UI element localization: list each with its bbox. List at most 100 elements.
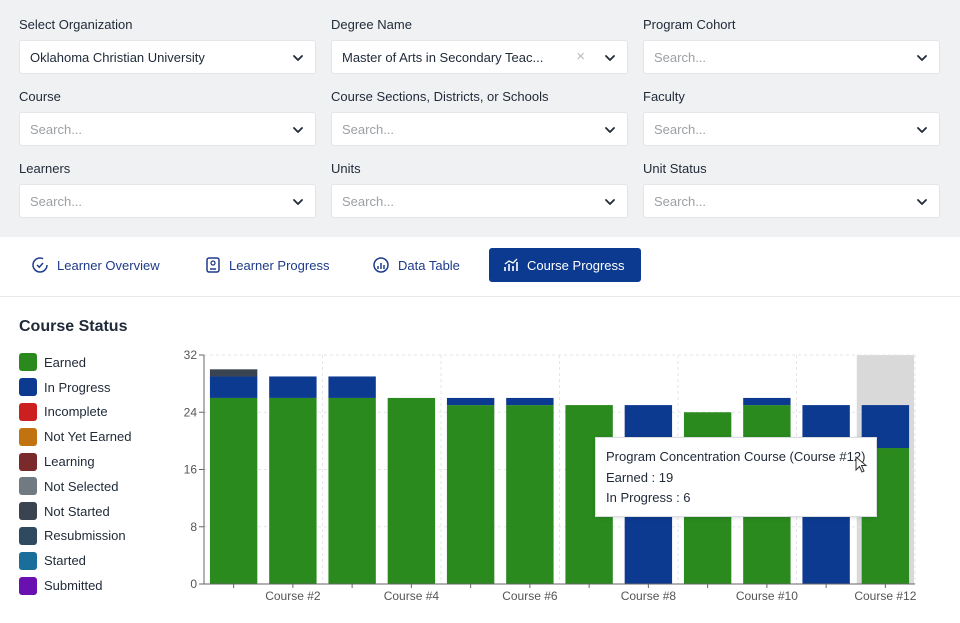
legend-swatch: [19, 526, 37, 545]
bar-segment: [269, 376, 317, 398]
filter-1: Degree Name Master of Arts in Secondary T…: [331, 16, 628, 74]
filter-label: Units: [331, 161, 361, 176]
legend-label: Started: [44, 553, 86, 569]
filter-8: Unit Status Search...: [643, 160, 940, 218]
legend-label: Submitted: [44, 578, 103, 594]
chevron-down-icon[interactable]: [291, 123, 305, 137]
legend-swatch: [19, 427, 37, 446]
tooltip-in-progress: In Progress : 6: [606, 490, 691, 505]
chevron-down-icon[interactable]: [603, 123, 617, 137]
filter-label: Course: [19, 89, 61, 104]
filter-2: Program Cohort Search...: [643, 16, 940, 74]
bar-segment: [209, 376, 258, 398]
chevron-down-icon[interactable]: [603, 195, 617, 209]
filter-select[interactable]: Oklahoma Christian University: [19, 40, 316, 74]
tab-data-table[interactable]: Data Table: [372, 248, 460, 282]
clear-icon[interactable]: ×: [576, 48, 585, 65]
tab-course-progress[interactable]: Course Progress: [489, 248, 641, 282]
legend-swatch: [19, 452, 37, 471]
legend-item[interactable]: Resubmission: [19, 524, 131, 549]
legend-swatch: [19, 551, 37, 570]
legend-label: Incomplete: [44, 404, 108, 420]
legend-swatch: [19, 502, 37, 521]
legend-label: Not Selected: [44, 478, 119, 494]
bar-segment: [328, 376, 376, 398]
y-tick-label: 0: [190, 577, 197, 591]
legend-swatch: [19, 402, 37, 421]
filter-label: Program Cohort: [643, 17, 736, 32]
filter-select[interactable]: Search...: [643, 184, 940, 218]
tab-label: Learner Overview: [57, 257, 160, 273]
bar-segment: [506, 397, 554, 406]
filter-label: Select Organization: [19, 17, 133, 32]
filter-placeholder: Search...: [30, 121, 83, 137]
chevron-down-icon[interactable]: [291, 195, 305, 209]
filter-select[interactable]: Search...: [643, 40, 940, 74]
filter-select[interactable]: Search...: [19, 112, 316, 146]
bar-segment: [209, 397, 258, 584]
bar-segment: [269, 397, 317, 584]
filter-select[interactable]: Search...: [331, 112, 628, 146]
bar-segment: [328, 397, 376, 584]
bar-segment: [446, 405, 495, 584]
chevron-down-icon[interactable]: [915, 123, 929, 137]
tab-learner-progress[interactable]: Learner Progress: [205, 248, 329, 282]
chevron-down-icon[interactable]: [291, 51, 305, 65]
legend-item[interactable]: Learning: [19, 449, 131, 474]
y-tick-label: 32: [184, 348, 198, 362]
legend-label: In Progress: [44, 379, 111, 395]
legend-item[interactable]: Not Selected: [19, 474, 131, 499]
x-tick-label: Course #2: [265, 589, 321, 603]
filter-4: Course Sections, Districts, or Schools Se…: [331, 88, 628, 146]
filter-0: Select Organization Oklahoma Christian Un…: [19, 16, 316, 74]
legend-item[interactable]: Submitted: [19, 573, 131, 598]
tab-label: Course Progress: [527, 257, 625, 273]
filter-5: Faculty Search...: [643, 88, 940, 146]
bar-segment: [209, 369, 258, 377]
tooltip-earned: Earned : 19: [606, 469, 674, 485]
x-tick-label: Course #4: [384, 589, 440, 603]
y-tick-label: 16: [184, 463, 198, 477]
filter-6: Learners Search...: [19, 160, 316, 218]
chevron-down-icon[interactable]: [915, 195, 929, 209]
filter-select[interactable]: Search...: [19, 184, 316, 218]
filter-3: Course Search...: [19, 88, 316, 146]
tab-label: Data Table: [398, 257, 460, 273]
legend-item[interactable]: Started: [19, 548, 131, 573]
filter-select[interactable]: Master of Arts in Secondary Teac... ×: [331, 40, 628, 74]
legend-item[interactable]: Earned: [19, 350, 131, 375]
legend-item[interactable]: Incomplete: [19, 400, 131, 425]
chevron-down-icon[interactable]: [915, 51, 929, 65]
filter-select[interactable]: Search...: [331, 184, 628, 218]
chevron-down-icon[interactable]: [603, 51, 617, 65]
chart-title: Course Status: [19, 318, 128, 335]
gauge-icon: [372, 256, 398, 274]
filter-placeholder: Search...: [654, 121, 707, 137]
filter-label: Faculty: [643, 89, 685, 104]
tab-bar: Learner Overview Learner Progress Data Tab…: [0, 237, 960, 297]
chart-legend: Earned In Progress Incomplete Not Yet Earne…: [19, 350, 131, 598]
legend-label: Earned: [44, 354, 86, 370]
legend-swatch: [19, 477, 37, 496]
y-tick-label: 24: [184, 405, 198, 419]
legend-label: Not Yet Earned: [44, 429, 132, 445]
legend-swatch: [19, 378, 37, 397]
legend-item[interactable]: Not Started: [19, 499, 131, 524]
filter-label: Course Sections, Districts, or Schools: [331, 89, 549, 104]
filter-select[interactable]: Search...: [643, 112, 940, 146]
clipboard-icon: [205, 256, 229, 274]
legend-item[interactable]: In Progress: [19, 375, 131, 400]
legend-item[interactable]: Not Yet Earned: [19, 424, 131, 449]
filter-placeholder: Search...: [654, 193, 707, 209]
bar-segment: [743, 397, 791, 406]
tooltip-title: Program Concentration Course (Course #12…: [606, 449, 866, 464]
bar-segment: [446, 397, 495, 406]
tab-learner-overview[interactable]: Learner Overview: [31, 248, 160, 282]
chart-icon: [503, 257, 527, 273]
tab-label: Learner Progress: [229, 257, 330, 273]
x-tick-label: Course #8: [621, 589, 677, 603]
legend-label: Learning: [44, 454, 95, 470]
filter-placeholder: Search...: [30, 193, 83, 209]
filter-panel: Select Organization Oklahoma Christian Un…: [0, 0, 960, 237]
